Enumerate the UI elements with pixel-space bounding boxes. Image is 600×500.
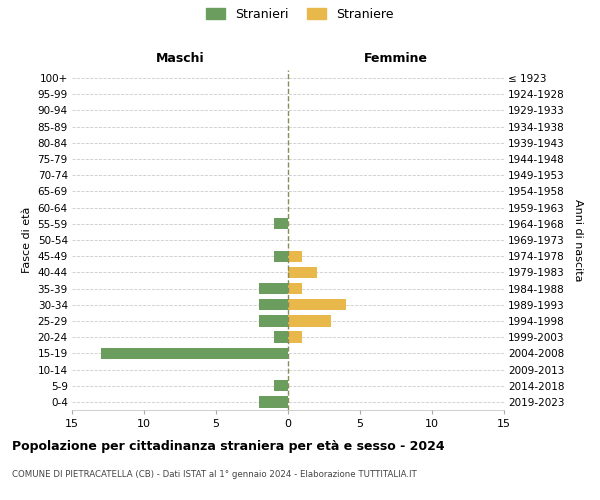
Bar [288,332,302,343]
Text: COMUNE DI PIETRACATELLA (CB) - Dati ISTAT al 1° gennaio 2024 - Elaborazione TUTT: COMUNE DI PIETRACATELLA (CB) - Dati ISTA… [12,470,417,479]
Bar [288,316,331,326]
Bar [288,283,302,294]
Text: Maschi: Maschi [155,52,205,65]
Bar [259,299,288,310]
Bar [288,250,302,262]
Bar [274,380,288,392]
Bar [274,332,288,343]
Bar [274,250,288,262]
Bar [259,283,288,294]
Bar [274,218,288,230]
Legend: Stranieri, Straniere: Stranieri, Straniere [202,2,398,26]
Y-axis label: Fasce di età: Fasce di età [22,207,32,273]
Bar [288,266,317,278]
Bar [259,396,288,407]
Text: Femmine: Femmine [364,52,428,65]
Text: Popolazione per cittadinanza straniera per età e sesso - 2024: Popolazione per cittadinanza straniera p… [12,440,445,453]
Y-axis label: Anni di nascita: Anni di nascita [573,198,583,281]
Bar [101,348,288,359]
Bar [288,299,346,310]
Bar [259,316,288,326]
